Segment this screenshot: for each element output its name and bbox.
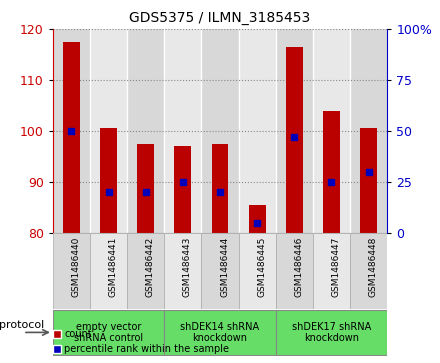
Bar — [313, 29, 350, 233]
Bar — [286, 47, 303, 233]
Bar — [127, 233, 164, 309]
Bar — [202, 233, 238, 309]
Bar — [164, 310, 276, 355]
Text: shDEK17 shRNA
knockdown: shDEK17 shRNA knockdown — [292, 322, 371, 343]
Bar — [202, 29, 238, 233]
Bar — [350, 29, 387, 233]
Bar — [238, 29, 276, 233]
Bar — [164, 29, 202, 233]
Bar — [90, 233, 127, 309]
Text: GSM1486447: GSM1486447 — [331, 237, 341, 297]
Bar — [175, 146, 191, 233]
Bar — [360, 129, 377, 233]
Text: GSM1486444: GSM1486444 — [220, 237, 229, 297]
Bar — [249, 205, 265, 233]
Text: GSM1486448: GSM1486448 — [369, 237, 378, 297]
Bar — [323, 110, 340, 233]
Bar — [53, 310, 164, 355]
Text: GSM1486440: GSM1486440 — [71, 237, 81, 297]
Text: shDEK14 shRNA
knockdown: shDEK14 shRNA knockdown — [180, 322, 260, 343]
Bar — [100, 129, 117, 233]
Text: GSM1486443: GSM1486443 — [183, 237, 192, 297]
Text: protocol: protocol — [0, 320, 44, 330]
Text: empty vector
shRNA control: empty vector shRNA control — [74, 322, 143, 343]
Bar — [276, 29, 313, 233]
Bar — [90, 29, 127, 233]
Text: GSM1486446: GSM1486446 — [294, 237, 303, 297]
Bar — [238, 233, 276, 309]
Text: GSM1486441: GSM1486441 — [109, 237, 117, 297]
Bar — [137, 144, 154, 233]
Bar — [276, 310, 387, 355]
Title: GDS5375 / ILMN_3185453: GDS5375 / ILMN_3185453 — [129, 11, 311, 25]
Text: GSM1486445: GSM1486445 — [257, 237, 266, 297]
Bar — [350, 233, 387, 309]
Text: GSM1486442: GSM1486442 — [146, 237, 155, 297]
Bar — [313, 233, 350, 309]
Bar — [276, 233, 313, 309]
Bar — [212, 144, 228, 233]
Bar — [53, 233, 90, 309]
Legend: count, percentile rank within the sample: count, percentile rank within the sample — [49, 326, 233, 358]
Bar — [53, 29, 90, 233]
Bar — [164, 233, 202, 309]
Bar — [63, 42, 80, 233]
Bar — [127, 29, 164, 233]
